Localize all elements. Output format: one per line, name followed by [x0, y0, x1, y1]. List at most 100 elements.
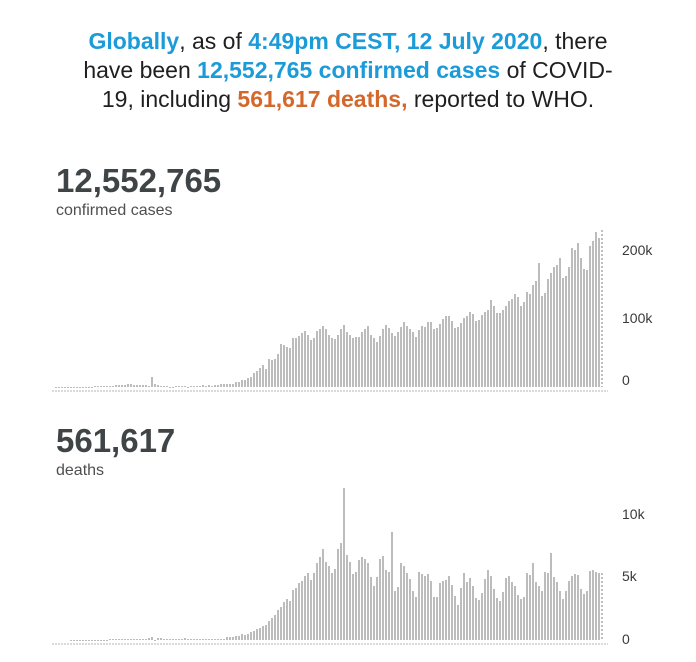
bar[interactable]	[133, 384, 135, 387]
bar[interactable]	[454, 596, 456, 640]
bar[interactable]	[148, 385, 150, 387]
bar[interactable]	[586, 591, 588, 640]
bar[interactable]	[280, 606, 282, 640]
bar[interactable]	[109, 639, 111, 640]
bar[interactable]	[250, 376, 252, 387]
bar[interactable]	[100, 386, 102, 387]
bar[interactable]	[316, 331, 318, 387]
bar[interactable]	[529, 575, 531, 640]
bar[interactable]	[448, 316, 450, 387]
bar[interactable]	[322, 548, 324, 640]
bar[interactable]	[307, 334, 309, 387]
bar[interactable]	[163, 638, 165, 640]
bar[interactable]	[118, 385, 120, 387]
bar[interactable]	[586, 269, 588, 387]
bar[interactable]	[289, 347, 291, 387]
bar[interactable]	[388, 328, 390, 387]
bar[interactable]	[601, 573, 603, 640]
bar[interactable]	[583, 268, 585, 387]
bar[interactable]	[349, 334, 351, 387]
bar[interactable]	[529, 293, 531, 387]
bar[interactable]	[340, 329, 342, 387]
bar[interactable]	[328, 566, 330, 640]
bar[interactable]	[208, 638, 210, 640]
bar[interactable]	[514, 585, 516, 640]
bar[interactable]	[511, 581, 513, 640]
bar[interactable]	[502, 309, 504, 387]
bar[interactable]	[232, 383, 234, 387]
bar[interactable]	[274, 614, 276, 640]
bar[interactable]	[256, 628, 258, 640]
bar[interactable]	[157, 638, 159, 640]
bar[interactable]	[346, 554, 348, 640]
bar[interactable]	[361, 556, 363, 640]
bar[interactable]	[535, 280, 537, 387]
bar[interactable]	[223, 384, 225, 387]
bar[interactable]	[484, 311, 486, 387]
bar[interactable]	[187, 639, 189, 640]
bar[interactable]	[319, 557, 321, 640]
bar[interactable]	[343, 324, 345, 387]
bar[interactable]	[568, 580, 570, 640]
bar[interactable]	[589, 570, 591, 640]
bar[interactable]	[124, 384, 126, 387]
bar[interactable]	[214, 385, 216, 387]
bar[interactable]	[577, 242, 579, 387]
bar[interactable]	[538, 262, 540, 387]
bar[interactable]	[397, 331, 399, 387]
bar[interactable]	[415, 336, 417, 387]
bar[interactable]	[487, 570, 489, 640]
bar[interactable]	[334, 568, 336, 640]
bar[interactable]	[439, 582, 441, 640]
bar[interactable]	[394, 591, 396, 640]
bar[interactable]	[565, 591, 567, 640]
bar[interactable]	[553, 266, 555, 387]
bar[interactable]	[292, 590, 294, 640]
bar[interactable]	[175, 638, 177, 640]
bar[interactable]	[151, 376, 153, 387]
bar[interactable]	[361, 331, 363, 387]
bar[interactable]	[574, 574, 576, 640]
bar[interactable]	[265, 369, 267, 387]
bar[interactable]	[223, 638, 225, 640]
bar[interactable]	[313, 338, 315, 387]
bar[interactable]	[553, 577, 555, 640]
bar[interactable]	[508, 576, 510, 640]
bar[interactable]	[193, 639, 195, 640]
bar[interactable]	[580, 258, 582, 387]
bar[interactable]	[397, 587, 399, 640]
bar[interactable]	[526, 291, 528, 387]
bar[interactable]	[385, 569, 387, 640]
bar[interactable]	[427, 574, 429, 640]
bar[interactable]	[472, 585, 474, 640]
bar[interactable]	[475, 320, 477, 387]
bar[interactable]	[409, 578, 411, 640]
bar[interactable]	[163, 385, 165, 387]
bar[interactable]	[214, 638, 216, 640]
bar[interactable]	[463, 318, 465, 387]
bar[interactable]	[241, 380, 243, 387]
bar[interactable]	[493, 589, 495, 640]
cases-chart[interactable]	[52, 227, 608, 387]
bar[interactable]	[346, 331, 348, 387]
bar[interactable]	[490, 299, 492, 387]
bar[interactable]	[496, 312, 498, 387]
bar[interactable]	[403, 321, 405, 387]
bar[interactable]	[391, 333, 393, 387]
bar[interactable]	[220, 384, 222, 387]
bar[interactable]	[127, 384, 129, 387]
bar[interactable]	[502, 591, 504, 640]
bar[interactable]	[337, 549, 339, 640]
bar[interactable]	[106, 385, 108, 387]
bar[interactable]	[202, 385, 204, 387]
bar[interactable]	[199, 385, 201, 387]
bar[interactable]	[139, 638, 141, 640]
bar[interactable]	[415, 597, 417, 640]
bar[interactable]	[487, 309, 489, 387]
bar[interactable]	[178, 386, 180, 387]
bar[interactable]	[451, 584, 453, 640]
bar[interactable]	[385, 324, 387, 387]
bar[interactable]	[298, 335, 300, 387]
bar[interactable]	[325, 561, 327, 640]
bar[interactable]	[148, 638, 150, 640]
